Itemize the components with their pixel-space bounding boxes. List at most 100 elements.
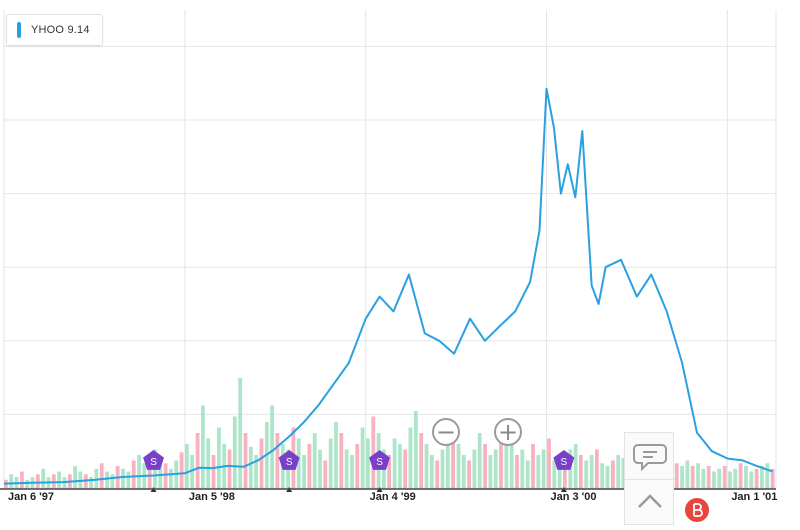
volume-bar: [105, 471, 109, 488]
volume-bar: [57, 471, 61, 488]
volume-bar: [536, 455, 541, 488]
event-marker-label: S: [376, 457, 383, 468]
volume-bar: [163, 463, 168, 489]
volume-bar: [41, 468, 46, 489]
volume-bar: [621, 457, 626, 489]
volume-bar: [328, 438, 333, 488]
volume-bar: [403, 449, 408, 488]
volume-bar: [147, 466, 152, 488]
x-axis: Jan 6 '97 Jan 5 '98 Jan 4 '99 Jan 3 '00 Jan …: [0, 488, 777, 503]
volume-bar: [706, 466, 711, 488]
volume-bar: [696, 463, 700, 489]
volume-bar: [232, 416, 237, 488]
x-tick-label: Jan 4 '99: [370, 491, 416, 503]
volume-bar: [195, 433, 200, 488]
volume-bar: [754, 468, 759, 489]
volume-bar: [110, 474, 115, 489]
volume-bar: [259, 438, 264, 488]
volume-bar: [520, 449, 525, 488]
volume-bar: [589, 455, 594, 488]
volume-bar: [509, 444, 514, 488]
x-tick-label: Jan 3 '00: [550, 491, 596, 503]
volume-bar: [73, 466, 77, 488]
volume-bar: [302, 455, 306, 488]
volume-bar: [461, 455, 466, 488]
volume-bar: [20, 471, 24, 488]
grid-layer: [3, 10, 777, 489]
volume-bar: [722, 466, 727, 488]
comment-icon: [633, 444, 667, 472]
volume-bar: [126, 471, 131, 488]
volume-bar: [206, 438, 211, 488]
volume-bar: [344, 449, 349, 488]
volume-bar: [312, 433, 317, 488]
volume-bar: [94, 468, 99, 489]
volume-bar: [440, 449, 445, 488]
volume-bar: [248, 446, 253, 489]
x-tick-label: Jan 6 '97: [8, 491, 54, 503]
volume-bar: [557, 466, 562, 488]
zoom-in-button[interactable]: +: [494, 418, 522, 446]
zoom-out-button[interactable]: −: [432, 418, 460, 446]
volume-bar: [600, 463, 605, 489]
volume-bar: [611, 460, 615, 488]
scroll-up-button[interactable]: [625, 479, 675, 525]
comment-button[interactable]: [625, 433, 675, 480]
event-marker-shape: [369, 450, 390, 470]
event-marker-label: S: [286, 457, 293, 468]
volume-bar: [51, 474, 56, 489]
volume-bar: [366, 438, 370, 488]
volume-bar: [398, 444, 402, 488]
volume-bar: [616, 455, 621, 488]
volume-bar: [504, 427, 509, 488]
price-line-layer: [3, 87, 773, 485]
x-tick-label: Jan 5 '98: [189, 491, 235, 503]
volume-bar: [392, 438, 397, 488]
volume-bar: [318, 449, 322, 488]
volume-bar: [733, 468, 738, 489]
volume-bar: [765, 463, 770, 489]
volume-bar: [414, 411, 418, 488]
volume-bar: [541, 449, 546, 488]
volume-bar: [339, 433, 344, 488]
legend[interactable]: YHOO 9.14: [6, 14, 103, 46]
volume-bar: [429, 455, 434, 488]
event-marker-shape: [553, 450, 575, 470]
volume-bar: [78, 471, 83, 488]
volume-bar: [121, 468, 125, 489]
legend-swatch: [17, 22, 21, 38]
volume-bar: [158, 457, 163, 489]
volume-bar: [690, 466, 695, 488]
volume-bar: [738, 463, 743, 489]
volume-bar: [573, 444, 578, 488]
volume-bar: [201, 405, 205, 488]
volume-bar: [307, 444, 312, 488]
volume-bar: [334, 422, 338, 488]
volume-bar: [605, 466, 610, 488]
volume-bar: [456, 444, 461, 488]
volume-bar: [99, 463, 104, 489]
volume-bar: [493, 449, 498, 488]
volume-bar: [387, 455, 392, 488]
volume-bar: [477, 433, 482, 488]
volume-bar: [499, 438, 503, 488]
volume-bar: [355, 444, 360, 488]
volume-bar: [419, 433, 424, 488]
volume-bar: [25, 479, 30, 489]
chevron-up-icon: [638, 494, 662, 508]
volume-bar: [179, 452, 184, 489]
volume-bar: [579, 455, 583, 488]
volume-bar: [547, 438, 551, 488]
volume-bar: [211, 455, 216, 488]
volume-bar: [483, 444, 487, 488]
x-tick-label: Jan 1 '01: [731, 491, 777, 503]
price-line: [3, 87, 773, 485]
volume-bar: [749, 471, 754, 488]
volume-bar: [243, 433, 248, 488]
volume-bar: [488, 455, 493, 488]
volume-bar: [531, 444, 535, 488]
volume-bar: [685, 460, 690, 488]
